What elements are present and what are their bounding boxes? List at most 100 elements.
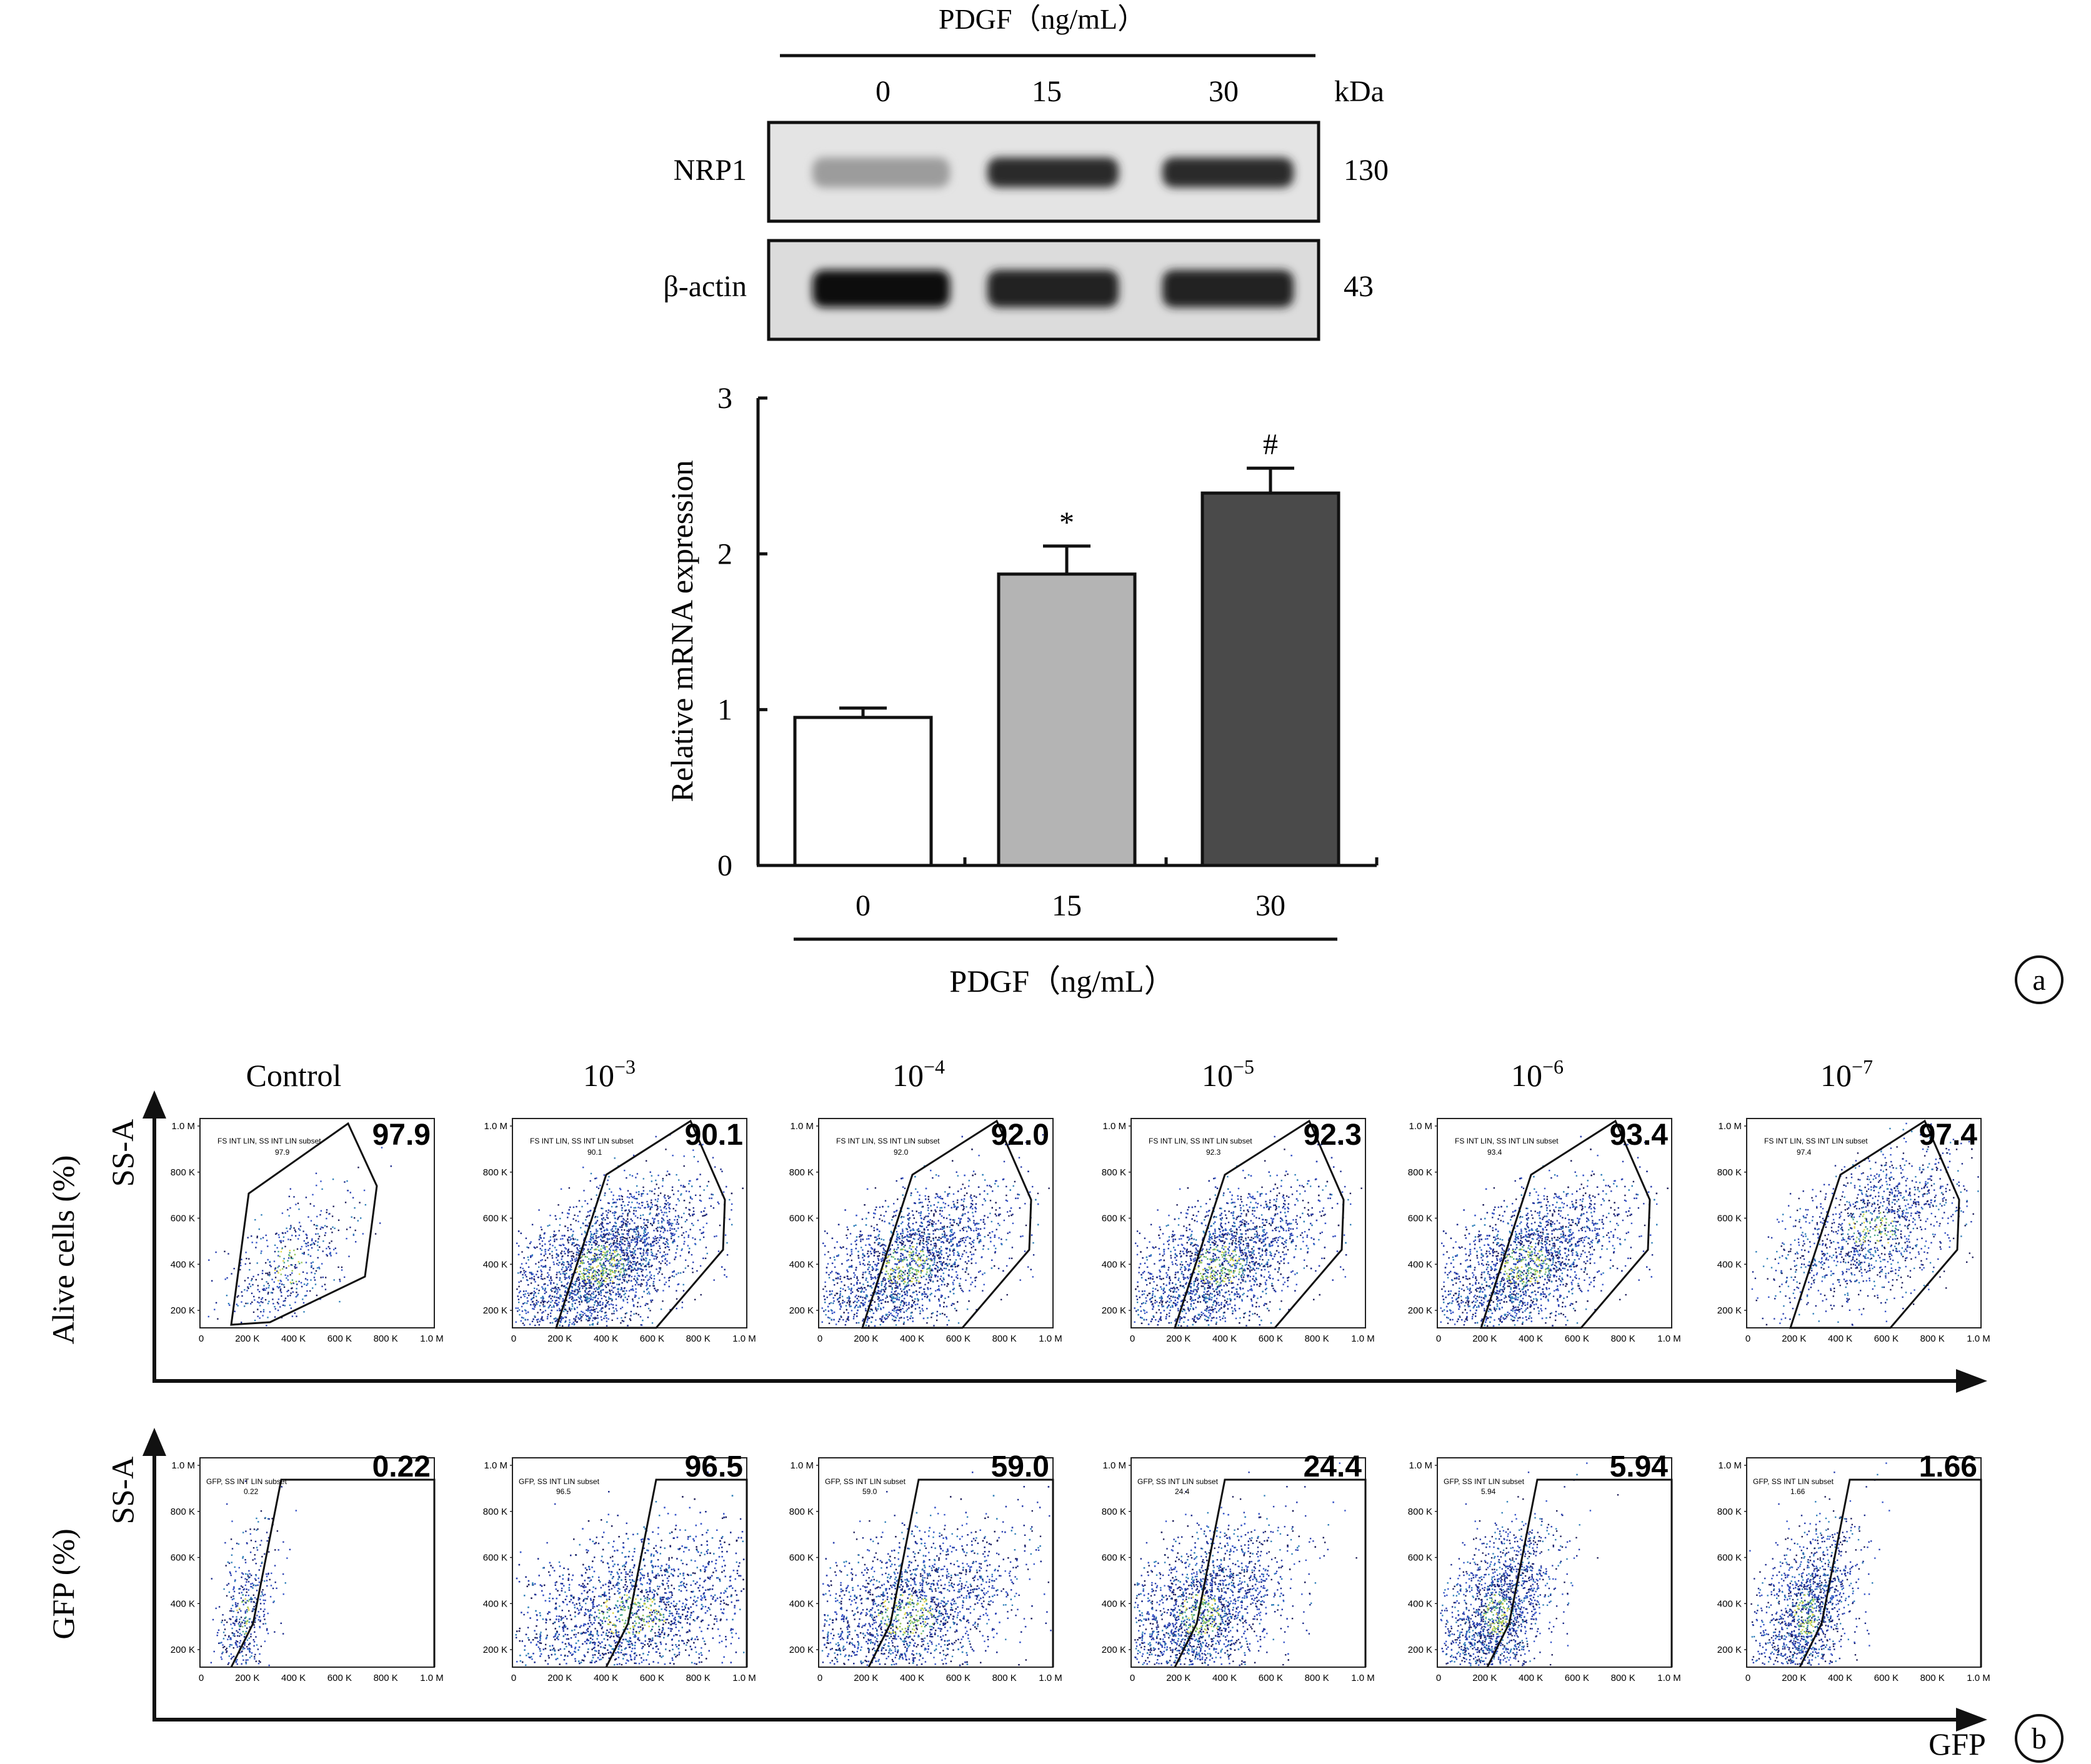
flow-event [589,1282,591,1285]
flow-event [934,1295,936,1297]
flow-event [299,1222,301,1223]
flow-event [849,1305,851,1308]
flow-event [626,1247,628,1249]
flow-event [286,1227,287,1229]
flow-event [851,1266,853,1268]
flow-event [239,1262,241,1264]
flow-event [881,1284,882,1287]
flow-event [669,1218,671,1221]
flow-event [904,1244,906,1247]
flow-event [634,1253,636,1255]
flow-event [576,1321,578,1323]
flow-event [651,1245,653,1247]
flow-event [309,1203,311,1205]
flow-event [611,1205,613,1208]
flow-event [670,1232,672,1234]
flow-event [564,1287,567,1289]
flow-event [526,1302,528,1304]
flow-event [559,1262,561,1263]
flow-event [946,1252,947,1254]
flow-event [599,1250,601,1252]
flow-event [574,1294,576,1296]
flow-event [621,1233,623,1235]
flow-event [622,1298,624,1301]
flow-event [646,1193,649,1195]
flow-event [609,1250,611,1252]
flow-event [319,1228,322,1230]
flow-event [990,1186,992,1188]
flow-event [651,1203,653,1205]
flow-event [724,1234,727,1236]
flow-event [846,1234,847,1237]
flow-event [571,1298,573,1300]
flow-event [599,1285,601,1287]
flow-event [884,1254,886,1256]
flow-event [612,1226,614,1228]
flow-event [682,1283,684,1286]
flow-event [346,1238,347,1240]
flow-event [628,1280,630,1282]
flow-event [580,1317,582,1320]
flow-event [582,1312,584,1313]
flow-event [531,1273,532,1275]
flow-event [551,1290,553,1292]
flow-event [972,1215,974,1217]
flow-event [336,1252,337,1254]
flow-event [957,1206,959,1208]
flow-event [957,1245,959,1247]
flow-event [699,1185,701,1188]
flow-event [621,1268,622,1270]
flow-event [636,1242,639,1243]
flow-event [634,1237,636,1239]
flow-event [946,1248,948,1250]
flow-event [632,1269,634,1271]
flow-event [959,1230,961,1232]
flow-event [847,1271,849,1273]
flow-event [643,1232,645,1234]
flow-event [1042,1134,1044,1136]
flow-event [650,1299,652,1302]
flow-event [259,1305,261,1307]
flow-event [944,1203,947,1205]
flow-event [650,1243,652,1245]
flow-event [697,1160,699,1163]
flow-column-exponent: −5 [1233,1055,1254,1078]
flow-event [595,1300,597,1302]
flow-event [542,1305,545,1308]
flow-event [934,1261,936,1263]
flow-event [544,1288,546,1290]
flow-event [313,1205,315,1207]
flow-event [900,1233,902,1235]
flow-event [609,1238,611,1240]
flow-event [631,1228,634,1230]
flow-event [635,1244,637,1247]
flow-event [615,1245,617,1247]
flow-event [605,1272,607,1273]
flow-event [325,1277,327,1278]
flow-event [961,1204,962,1207]
flow-event [306,1272,308,1274]
flow-event [536,1303,538,1305]
flow-event [669,1227,671,1229]
flow-event [991,1220,992,1223]
flow-event [315,1270,317,1272]
flow-row1-ssa-label: SS-A [105,1119,140,1187]
flow-event [931,1222,933,1225]
flow-event [236,1296,238,1298]
flow-event [591,1237,593,1238]
flow-event [520,1280,522,1282]
flow-event [541,1228,543,1230]
flow-event [579,1276,582,1278]
flow-event [646,1265,647,1268]
flow-event [609,1292,611,1295]
flow-event [596,1305,598,1307]
flow-event [574,1238,576,1240]
flow-event [671,1186,674,1188]
flow-event [721,1170,723,1172]
flow-event [262,1310,265,1313]
flow-event [662,1227,664,1228]
flow-event [977,1234,980,1237]
flow-event [278,1265,280,1267]
flow-event [918,1212,920,1214]
flow-event [303,1253,305,1255]
